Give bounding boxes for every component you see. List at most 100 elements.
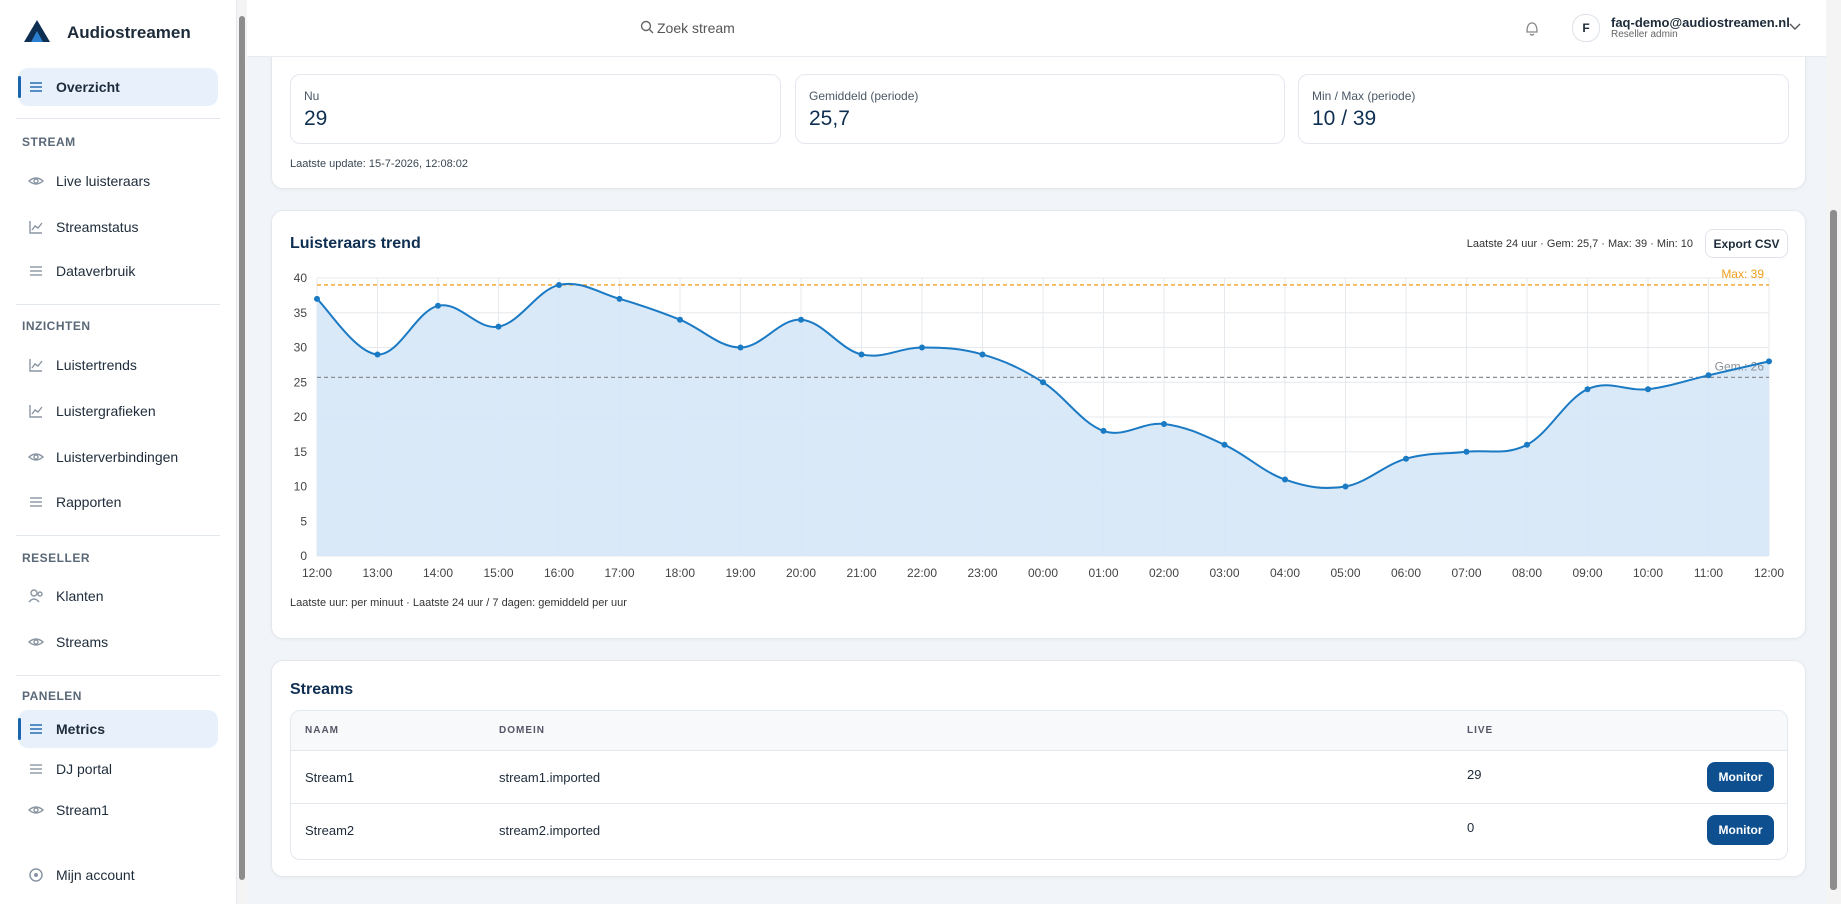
streams-title: Streams: [290, 681, 354, 698]
point: [677, 316, 683, 323]
nav-label: Klanten: [56, 588, 104, 604]
column-header: LIVE: [1467, 725, 1494, 736]
nav-item[interactable]: Streams: [18, 623, 218, 661]
stat-label: Min / Max (periode): [1312, 89, 1416, 103]
y-tick-label: 25: [294, 375, 308, 389]
x-tick-label: 04:00: [1270, 566, 1300, 580]
cell: stream2.imported: [499, 823, 601, 838]
x-tick-label: 12:00: [302, 566, 332, 580]
x-tick-label: 21:00: [846, 566, 876, 580]
label: Mijn account: [56, 867, 135, 883]
column-header: DOMEIN: [499, 725, 545, 736]
x-tick-label: 19:00: [725, 566, 755, 580]
nav-item[interactable]: Live luisteraars: [18, 162, 218, 200]
x-tick-label: 06:00: [1391, 566, 1421, 580]
point: [1282, 476, 1288, 483]
x-tick-label: 09:00: [1572, 566, 1602, 580]
sidebar: Audiostreamen Mijn account Overzicht STRE…: [0, 0, 237, 904]
nav-item[interactable]: Streamstatus: [18, 208, 218, 246]
point: [1524, 441, 1530, 448]
point: [1342, 483, 1349, 490]
point: [1221, 441, 1228, 448]
nav-label: Dataverbruik: [56, 263, 136, 279]
nav-label: Live luisteraars: [56, 173, 151, 189]
point: [314, 295, 320, 302]
nav-label: DJ portal: [56, 761, 113, 777]
nav-item[interactable]: Metrics: [18, 710, 218, 748]
section-heading: STREAM: [22, 135, 76, 149]
stat-value: 29: [304, 107, 328, 130]
y-tick-label: 5: [300, 514, 307, 528]
stat-label: Nu: [304, 89, 320, 103]
chart-title: Luisteraars trend: [290, 235, 421, 252]
nav-item[interactable]: Klanten: [18, 577, 218, 615]
cell: Stream2: [305, 823, 355, 838]
account-link[interactable]: Mijn account: [18, 856, 218, 894]
stat-value: 25,7: [809, 107, 850, 130]
streams-card: Streams NAAM DOMEIN LIVE Stream1 stream1…: [271, 660, 1806, 877]
chart: 12:00 13:00 14:00 15:00 16:00 17:00 18:00 19:00…: [294, 267, 1785, 580]
cell: 0: [1467, 820, 1475, 835]
avatar[interactable]: F: [1572, 14, 1600, 42]
section-heading: RESELLER: [22, 551, 91, 565]
x-tick-label: 12:00: [1754, 566, 1784, 580]
x-tick-label: 00:00: [1028, 566, 1058, 580]
x-tick-label: 14:00: [423, 566, 453, 580]
last-update: Laatste update: 15-7-2026, 12:08:02: [290, 158, 468, 170]
nav-label: Streams: [56, 634, 109, 650]
monitor-button[interactable]: Monitor: [1707, 815, 1774, 845]
stat-label: Gemiddeld (periode): [809, 89, 919, 103]
x-tick-label: 15:00: [483, 566, 513, 580]
x-tick-label: 08:00: [1512, 566, 1542, 580]
x-tick-label: 17:00: [604, 566, 634, 580]
x-tick-label: 01:00: [1088, 566, 1118, 580]
point: [1403, 455, 1409, 462]
logo: [24, 20, 50, 42]
search[interactable]: Zoek stream: [657, 20, 735, 36]
nav-item[interactable]: Overzicht: [18, 68, 218, 106]
reference-label: Gem.: 26: [1715, 359, 1765, 373]
y-tick-label: 30: [294, 341, 308, 355]
point: [737, 344, 744, 351]
separator: [16, 535, 220, 536]
nav-item[interactable]: DJ portal: [18, 750, 218, 788]
x-tick-label: 22:00: [907, 566, 937, 580]
nav-label: Overzicht: [56, 79, 120, 95]
monitor-button[interactable]: Monitor: [1707, 762, 1774, 792]
table: NAAM DOMEIN LIVE Stream1 stream1.importe…: [290, 710, 1788, 860]
scrollbar: [1826, 0, 1841, 904]
bell[interactable]: [1524, 19, 1540, 37]
x-tick-label: 18:00: [665, 566, 695, 580]
header: Zoek stream F faq-demo@audiostreamen.nl …: [247, 0, 1826, 57]
nav-item[interactable]: Dataverbruik: [18, 252, 218, 290]
nav-item[interactable]: Rapporten: [18, 483, 218, 521]
point: [1040, 379, 1046, 386]
nav-item[interactable]: Luisterverbindingen: [18, 438, 218, 476]
point: [1161, 420, 1167, 427]
y-tick-label: 10: [294, 480, 308, 494]
nav-label: Stream1: [56, 802, 109, 818]
cell: Stream1: [305, 770, 355, 785]
nav-label: Luistertrends: [56, 357, 137, 373]
nav-label: Rapporten: [56, 494, 122, 510]
point: [616, 295, 623, 302]
stat: Gemiddeld (periode) 25,7: [795, 74, 1285, 144]
brand: Audiostreamen: [67, 23, 191, 42]
chart-card: Luisteraars trend Laatste 24 uur · Gem: …: [271, 210, 1806, 639]
section-heading: INZICHTEN: [22, 319, 91, 333]
nav-item[interactable]: Luistergrafieken: [18, 392, 218, 430]
x-tick-label: 11:00: [1694, 566, 1723, 580]
separator: [16, 304, 220, 305]
y-tick-label: 40: [294, 271, 308, 285]
export-button[interactable]: Export CSV: [1705, 229, 1788, 258]
nav-item[interactable]: Stream1: [18, 791, 218, 829]
x-tick-label: 03:00: [1209, 566, 1239, 580]
chart-subtitle: Laatste 24 uur · Gem: 25,7 · Max: 39 · M…: [1466, 238, 1693, 250]
nav-item[interactable]: Luistertrends: [18, 346, 218, 384]
point: [979, 351, 986, 358]
stat: Min / Max (periode) 10 / 39: [1298, 74, 1789, 144]
y-tick-label: 20: [294, 410, 308, 424]
point: [1584, 386, 1591, 393]
point: [435, 302, 441, 309]
column-header: NAAM: [305, 725, 339, 736]
